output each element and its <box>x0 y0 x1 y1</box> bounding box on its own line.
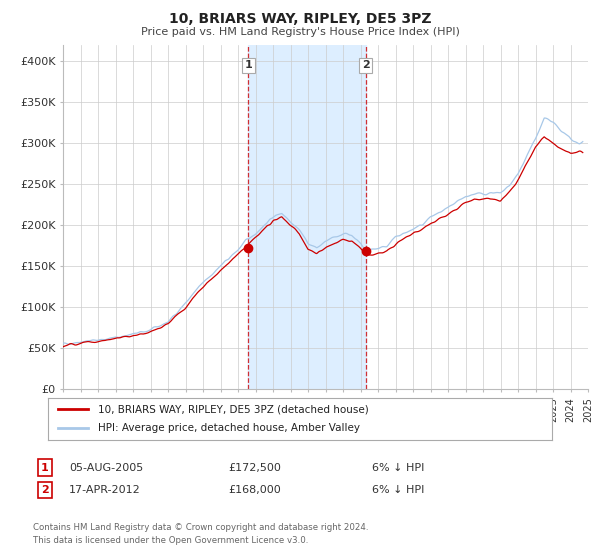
Text: 10, BRIARS WAY, RIPLEY, DE5 3PZ: 10, BRIARS WAY, RIPLEY, DE5 3PZ <box>169 12 431 26</box>
Text: 6% ↓ HPI: 6% ↓ HPI <box>372 463 424 473</box>
Text: 17-APR-2012: 17-APR-2012 <box>69 485 141 495</box>
Text: £168,000: £168,000 <box>228 485 281 495</box>
Text: This data is licensed under the Open Government Licence v3.0.: This data is licensed under the Open Gov… <box>33 536 308 545</box>
Text: £172,500: £172,500 <box>228 463 281 473</box>
Text: HPI: Average price, detached house, Amber Valley: HPI: Average price, detached house, Ambe… <box>98 423 361 433</box>
Text: 2: 2 <box>41 485 49 495</box>
Text: 10, BRIARS WAY, RIPLEY, DE5 3PZ (detached house): 10, BRIARS WAY, RIPLEY, DE5 3PZ (detache… <box>98 404 369 414</box>
Text: 1: 1 <box>244 60 252 71</box>
Bar <box>248 45 365 389</box>
Text: 05-AUG-2005: 05-AUG-2005 <box>69 463 143 473</box>
Text: 1: 1 <box>41 463 49 473</box>
Text: Contains HM Land Registry data © Crown copyright and database right 2024.: Contains HM Land Registry data © Crown c… <box>33 523 368 532</box>
Text: 6% ↓ HPI: 6% ↓ HPI <box>372 485 424 495</box>
Text: 2: 2 <box>362 60 370 71</box>
Text: Price paid vs. HM Land Registry's House Price Index (HPI): Price paid vs. HM Land Registry's House … <box>140 27 460 38</box>
